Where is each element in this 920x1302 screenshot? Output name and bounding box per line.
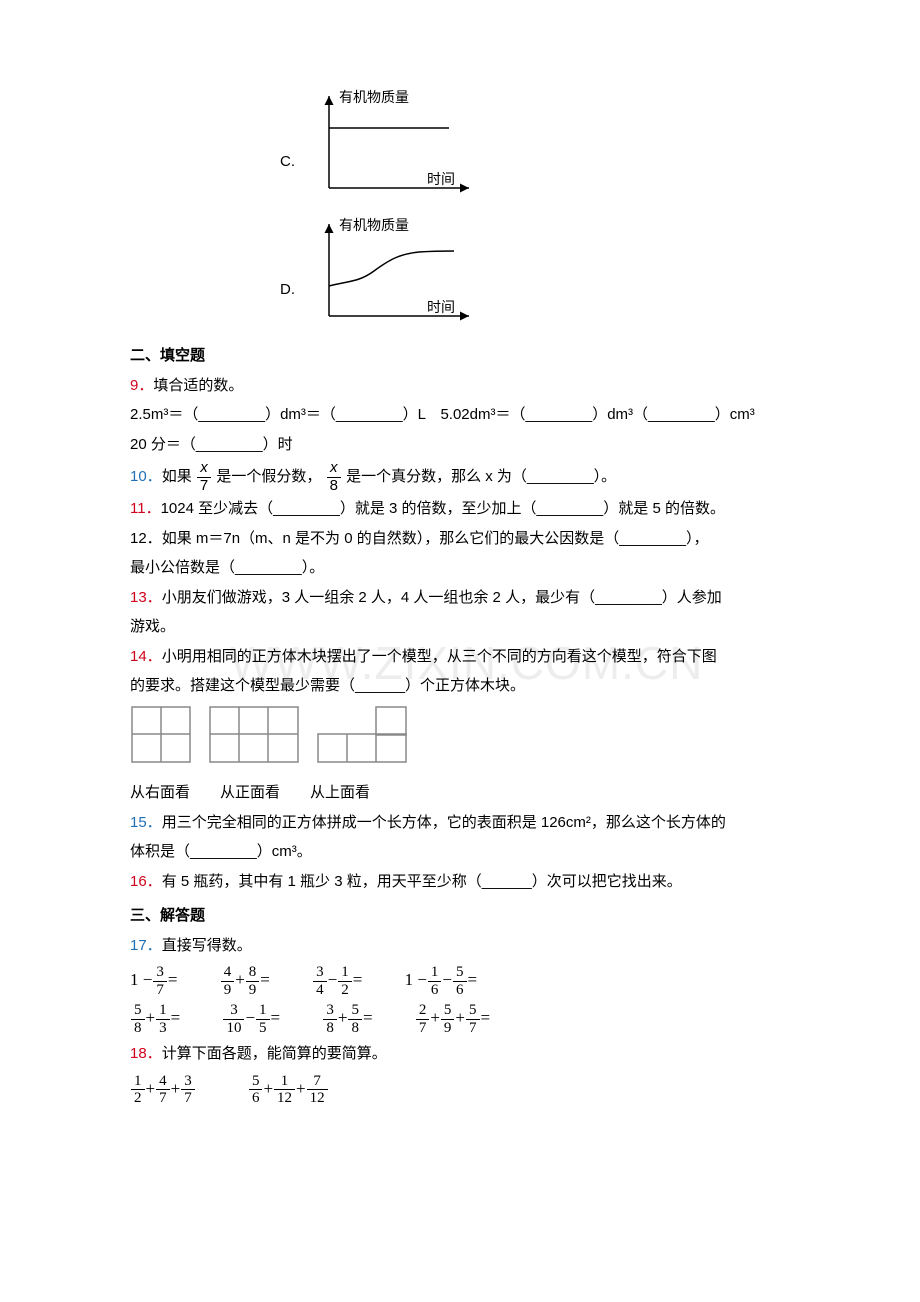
q12-a: 如果 m＝7n（m、n 是不为 0 的自然数），那么它们的最大公因数是（____… — [162, 530, 709, 547]
q11-text: 1024 至少减去（________）就是 3 的倍数，至少加上（_______… — [161, 500, 725, 517]
graph-d-svg: 有机物质量 时间 — [309, 216, 479, 336]
q14-labels: 从右面看 从正面看 从上面看 — [130, 779, 790, 808]
section-2-header: 二、填空题 — [130, 342, 790, 371]
question-17: 17．直接写得数。 — [130, 932, 790, 961]
q13-num: 13． — [130, 589, 162, 606]
graph-c-svg: 有机物质量 时间 — [309, 88, 479, 208]
option-c-label: C. — [280, 148, 305, 177]
q10-num: 10． — [130, 468, 162, 485]
q18-text: 计算下面各题，能简算的要简算。 — [162, 1045, 387, 1062]
q16-num: 16． — [130, 873, 162, 890]
q9-line2: 20 分＝（________）时 — [130, 431, 790, 460]
q10-frac2: x8 — [327, 460, 341, 494]
question-10: 10．如果 x7 是一个假分数， x8 是一个真分数，那么 x 为（______… — [130, 460, 790, 494]
q17-num: 17． — [130, 937, 162, 954]
q14-a: 小明用相同的正方体木块摆出了一个模型，从三个不同的方向看这个模型，符合下图 — [162, 648, 717, 665]
q16-text: 有 5 瓶药，其中有 1 瓶少 3 粒，用天平至少称（______）次可以把它找… — [162, 873, 682, 890]
q14-views — [130, 705, 790, 776]
graph-c-ylabel: 有机物质量 — [339, 89, 409, 105]
graph-d-xlabel: 时间 — [427, 299, 455, 315]
graph-option-c: C. 有机物质量 时间 — [130, 88, 790, 208]
q12-num: 12． — [130, 530, 162, 547]
q13-a: 小朋友们做游戏，3 人一组余 2 人，4 人一组也余 2 人，最少有（_____… — [162, 589, 722, 606]
graph-c-xlabel: 时间 — [427, 171, 455, 187]
q18-row: 12+47+37 56+112+712 — [130, 1073, 790, 1107]
q10-pre: 如果 — [162, 468, 192, 485]
q14-b: 的要求。搭建这个模型最少需要（______）个正方体木块。 — [130, 672, 790, 701]
q15-a: 用三个完全相同的正方体拼成一个长方体，它的表面积是 126cm²，那么这个长方体… — [162, 814, 726, 831]
question-13: 13．小朋友们做游戏，3 人一组余 2 人，4 人一组也余 2 人，最少有（__… — [130, 584, 790, 613]
q10-frac1: x7 — [197, 460, 211, 494]
question-18: 18．计算下面各题，能简算的要简算。 — [130, 1040, 790, 1069]
page-content: C. 有机物质量 时间 D. 有机物质量 时间 — [130, 88, 790, 1107]
view-front — [208, 705, 302, 765]
q9-num: 9． — [130, 377, 153, 394]
question-9: 9．填合适的数。 — [130, 372, 790, 401]
view-top — [316, 705, 410, 765]
option-d-label: D. — [280, 276, 305, 305]
q15-b: 体积是（________）cm³。 — [130, 838, 790, 867]
q14-num: 14． — [130, 648, 162, 665]
q12-b: 最小公倍数是（________）。 — [130, 554, 790, 583]
q9-line1: 2.5m³＝（________）dm³＝（________）L 5.02dm³＝… — [130, 401, 790, 430]
graph-d-ylabel: 有机物质量 — [339, 217, 409, 233]
q17-row1: 1 −37= 49+89= 34−12= 1 −16−56= — [130, 964, 790, 998]
question-16: 16．有 5 瓶药，其中有 1 瓶少 3 粒，用天平至少称（______）次可以… — [130, 868, 790, 897]
q11-num: 11． — [130, 500, 161, 517]
q15-num: 15． — [130, 814, 162, 831]
question-15: 15．用三个完全相同的正方体拼成一个长方体，它的表面积是 126cm²，那么这个… — [130, 809, 790, 838]
q13-b: 游戏。 — [130, 613, 790, 642]
q10-post: 是一个真分数，那么 x 为（________）。 — [346, 468, 616, 485]
q17-row2: 58+13= 310−15= 38+58= 27+59+57= — [130, 1002, 790, 1036]
question-11: 11．1024 至少减去（________）就是 3 的倍数，至少加上（____… — [130, 495, 790, 524]
question-12: 12．如果 m＝7n（m、n 是不为 0 的自然数），那么它们的最大公因数是（_… — [130, 525, 790, 554]
q10-mid: 是一个假分数， — [216, 468, 321, 485]
graph-option-d: D. 有机物质量 时间 — [130, 216, 790, 336]
section-3-header: 三、解答题 — [130, 902, 790, 931]
view-right — [130, 705, 194, 765]
q9-text: 填合适的数。 — [153, 377, 243, 394]
question-14: 14．小明用相同的正方体木块摆出了一个模型，从三个不同的方向看这个模型，符合下图 — [130, 643, 790, 672]
q18-num: 18． — [130, 1045, 162, 1062]
q17-text: 直接写得数。 — [162, 937, 252, 954]
